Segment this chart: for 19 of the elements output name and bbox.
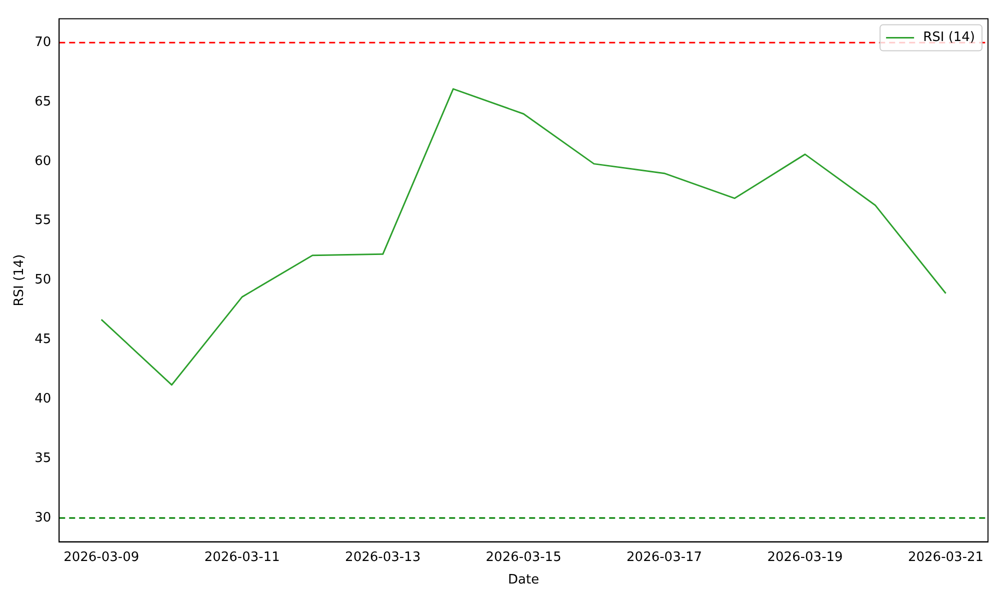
x-tick-label: 2026-03-21	[908, 550, 984, 565]
x-tick-label: 2026-03-11	[204, 550, 280, 565]
x-tick-label: 2026-03-15	[486, 550, 562, 565]
y-tick-label: 40	[34, 392, 52, 407]
y-tick-label: 50	[34, 272, 52, 288]
y-tick-label: 60	[34, 154, 52, 169]
y-tick-label: 35	[34, 450, 52, 466]
y-tick-label: 45	[34, 332, 52, 348]
x-axis-title: Date	[508, 572, 540, 588]
y-tick-label: 65	[34, 94, 52, 110]
x-tick-label: 2026-03-09	[64, 550, 140, 565]
y-tick-label: 55	[34, 213, 52, 228]
y-axis-title: RSI (14)	[12, 254, 28, 306]
y-tick-label: 70	[34, 34, 52, 50]
y-tick-label: 30	[34, 510, 52, 526]
x-tick-label: 2026-03-13	[345, 550, 421, 565]
x-tick-label: 2026-03-17	[626, 550, 702, 565]
x-tick-label: 2026-03-19	[767, 550, 843, 565]
legend-label: RSI (14)	[923, 30, 975, 46]
